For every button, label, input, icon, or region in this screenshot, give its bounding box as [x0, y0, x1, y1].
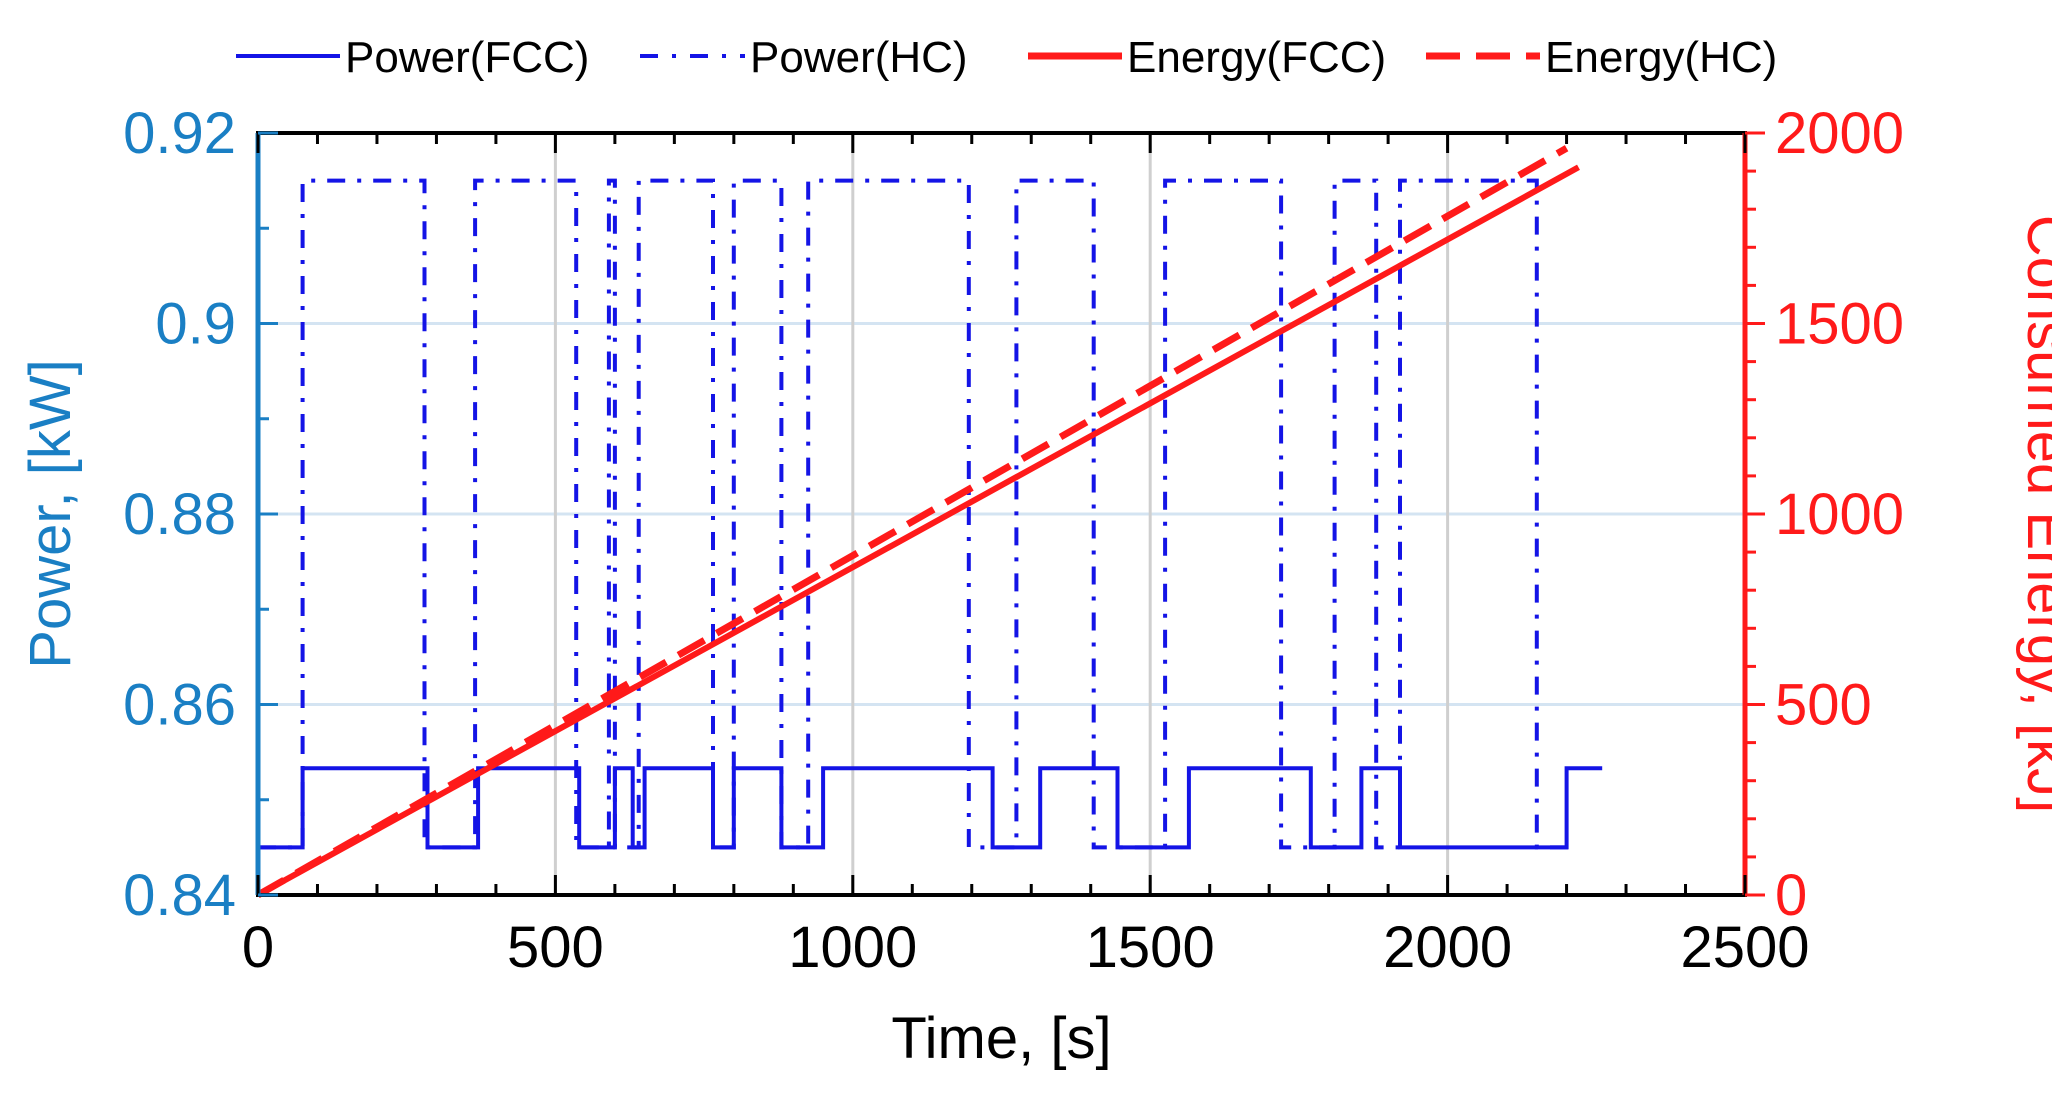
- y-left-tick-label: 0.88: [123, 482, 236, 547]
- x-tick-label: 500: [507, 915, 604, 980]
- y-left-tick-label: 0.84: [123, 863, 236, 928]
- x-tick-label: 2000: [1383, 915, 1512, 980]
- y-right-axis-label: Consumed Energy, [kJ]: [2015, 215, 2052, 814]
- x-tick-label: 1500: [1086, 915, 1215, 980]
- y-left-tick-label: 0.9: [155, 292, 236, 357]
- y-right-tick-label: 500: [1775, 673, 1872, 738]
- legend-label: Power(HC): [750, 33, 968, 82]
- legend-label: Energy(FCC): [1127, 33, 1386, 82]
- y-right-tick-label: 1500: [1775, 292, 1904, 357]
- y-left-tick-label: 0.86: [123, 673, 236, 738]
- y-right-tick-label: 2000: [1775, 101, 1904, 166]
- x-tick-label: 0: [242, 915, 274, 980]
- x-axis-label: Time, [s]: [891, 1006, 1111, 1071]
- series-line-energy-hc: [256, 145, 1569, 899]
- y-right-tick-label: 1000: [1775, 482, 1904, 547]
- series-line-power-hc: [258, 178, 1576, 850]
- x-tick-label: 1000: [788, 915, 917, 980]
- series-line-energy-fcc: [256, 164, 1580, 898]
- legend-label: Energy(HC): [1545, 33, 1777, 82]
- plot-area: [256, 145, 1603, 899]
- legend: Power(FCC) Power(HC) Energy(FCC) Energy(HC): [236, 33, 1777, 82]
- grid: [258, 133, 1745, 895]
- x-tick-label: 2500: [1680, 915, 1809, 980]
- y-left-axis-label: Power, [kW]: [18, 359, 83, 668]
- y-right-tick-label: 0: [1775, 863, 1807, 928]
- axis-ticks: 0 500 1000 1500 2000 2500 0.84 0.86 0.88 0.9 0.92 0…: [123, 101, 1904, 980]
- y-left-tick-label: 0.92: [123, 101, 236, 166]
- legend-label: Power(FCC): [345, 33, 589, 82]
